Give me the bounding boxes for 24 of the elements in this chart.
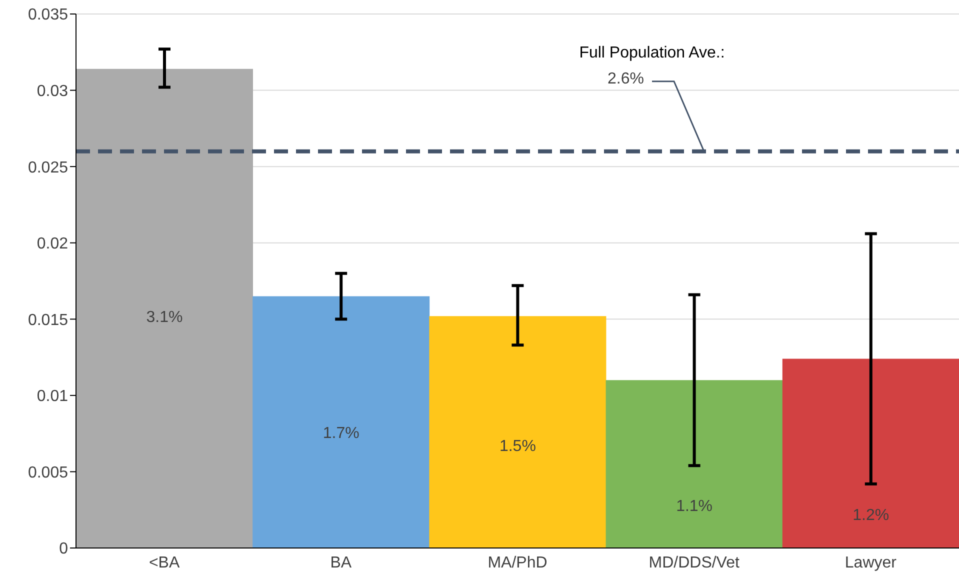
bar <box>252 296 430 548</box>
x-tick-label: BA <box>330 554 352 572</box>
y-tick-label: 0.005 <box>28 464 68 482</box>
y-tick-label: 0.03 <box>36 82 68 100</box>
y-tick-label: 0.01 <box>36 388 68 406</box>
y-tick-label: 0.015 <box>28 312 68 329</box>
x-tick-label: MA/PhD <box>488 554 548 572</box>
bar <box>782 358 959 548</box>
y-tick-label: 0.035 <box>28 6 68 24</box>
x-tick-label: MD/DDS/Vet <box>648 554 740 572</box>
data-label: 1.2% <box>852 507 890 524</box>
data-label: 1.5% <box>499 438 536 455</box>
x-tick-label: <BA <box>148 554 180 572</box>
y-tick-label: 0.02 <box>36 236 68 253</box>
y-tick-label: 0.025 <box>28 159 68 176</box>
bar <box>606 380 783 548</box>
ref-line-label: Full Population Ave.: 2.6% <box>579 44 725 88</box>
y-tick-label: 0 <box>59 540 68 558</box>
bar <box>429 316 606 548</box>
data-label: 1.7% <box>322 424 360 442</box>
data-label: 1.1% <box>676 498 713 516</box>
data-label: 3.1% <box>146 308 183 326</box>
x-tick-label: Lawyer <box>844 554 898 572</box>
bar <box>76 68 253 548</box>
